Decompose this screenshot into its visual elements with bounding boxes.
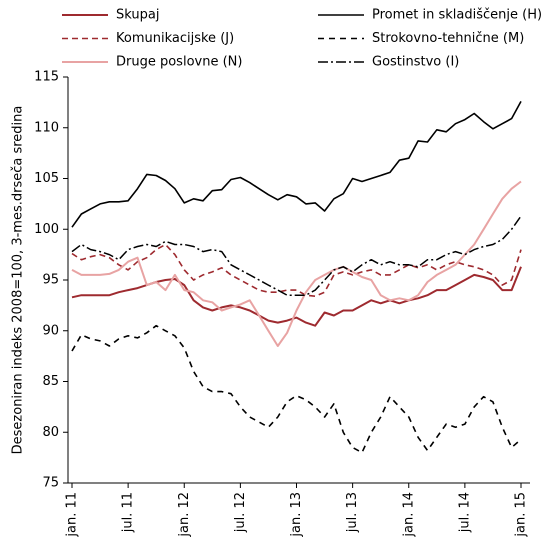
- y-tick-label: 85: [42, 374, 59, 389]
- series-line: [71, 215, 522, 296]
- legend-label: Strokovno-tehnične (M): [372, 31, 524, 46]
- series-line: [71, 266, 522, 327]
- x-tick-label: jan. 11: [65, 492, 80, 537]
- x-tick-label: jul. 11: [121, 492, 136, 533]
- series-line: [71, 243, 522, 297]
- x-tick-label: jul. 14: [457, 492, 472, 533]
- legend-label: Komunikacijske (J): [116, 31, 234, 46]
- x-tick-label: jan. 13: [289, 492, 304, 537]
- legend-label: Druge poslovne (N): [116, 55, 242, 70]
- series-line: [71, 101, 522, 228]
- y-tick-label: 75: [42, 476, 59, 491]
- x-tick-label: jan. 12: [177, 492, 192, 537]
- series-line: [71, 180, 522, 347]
- y-tick-label: 100: [34, 222, 59, 237]
- y-tick-label: 105: [34, 171, 59, 186]
- series-line: [71, 324, 522, 454]
- x-tick-label: jan. 15: [514, 492, 529, 537]
- x-tick-label: jan. 14: [401, 492, 416, 537]
- legend-label: Skupaj: [116, 8, 159, 23]
- y-tick-label: 95: [42, 273, 59, 288]
- x-tick-label: jul. 12: [233, 492, 248, 533]
- y-tick-label: 80: [42, 425, 59, 440]
- legend-label: Promet in skladiščenje (H): [372, 8, 542, 23]
- x-tick-label: jul. 13: [345, 492, 360, 533]
- y-axis-label: Desezoniran indeks 2008=100, 3-mes.drseč…: [11, 106, 26, 455]
- y-tick-label: 90: [42, 323, 59, 338]
- y-tick-label: 110: [34, 120, 59, 135]
- y-tick-label: 115: [34, 70, 59, 85]
- legend-label: Gostinstvo (I): [372, 55, 459, 70]
